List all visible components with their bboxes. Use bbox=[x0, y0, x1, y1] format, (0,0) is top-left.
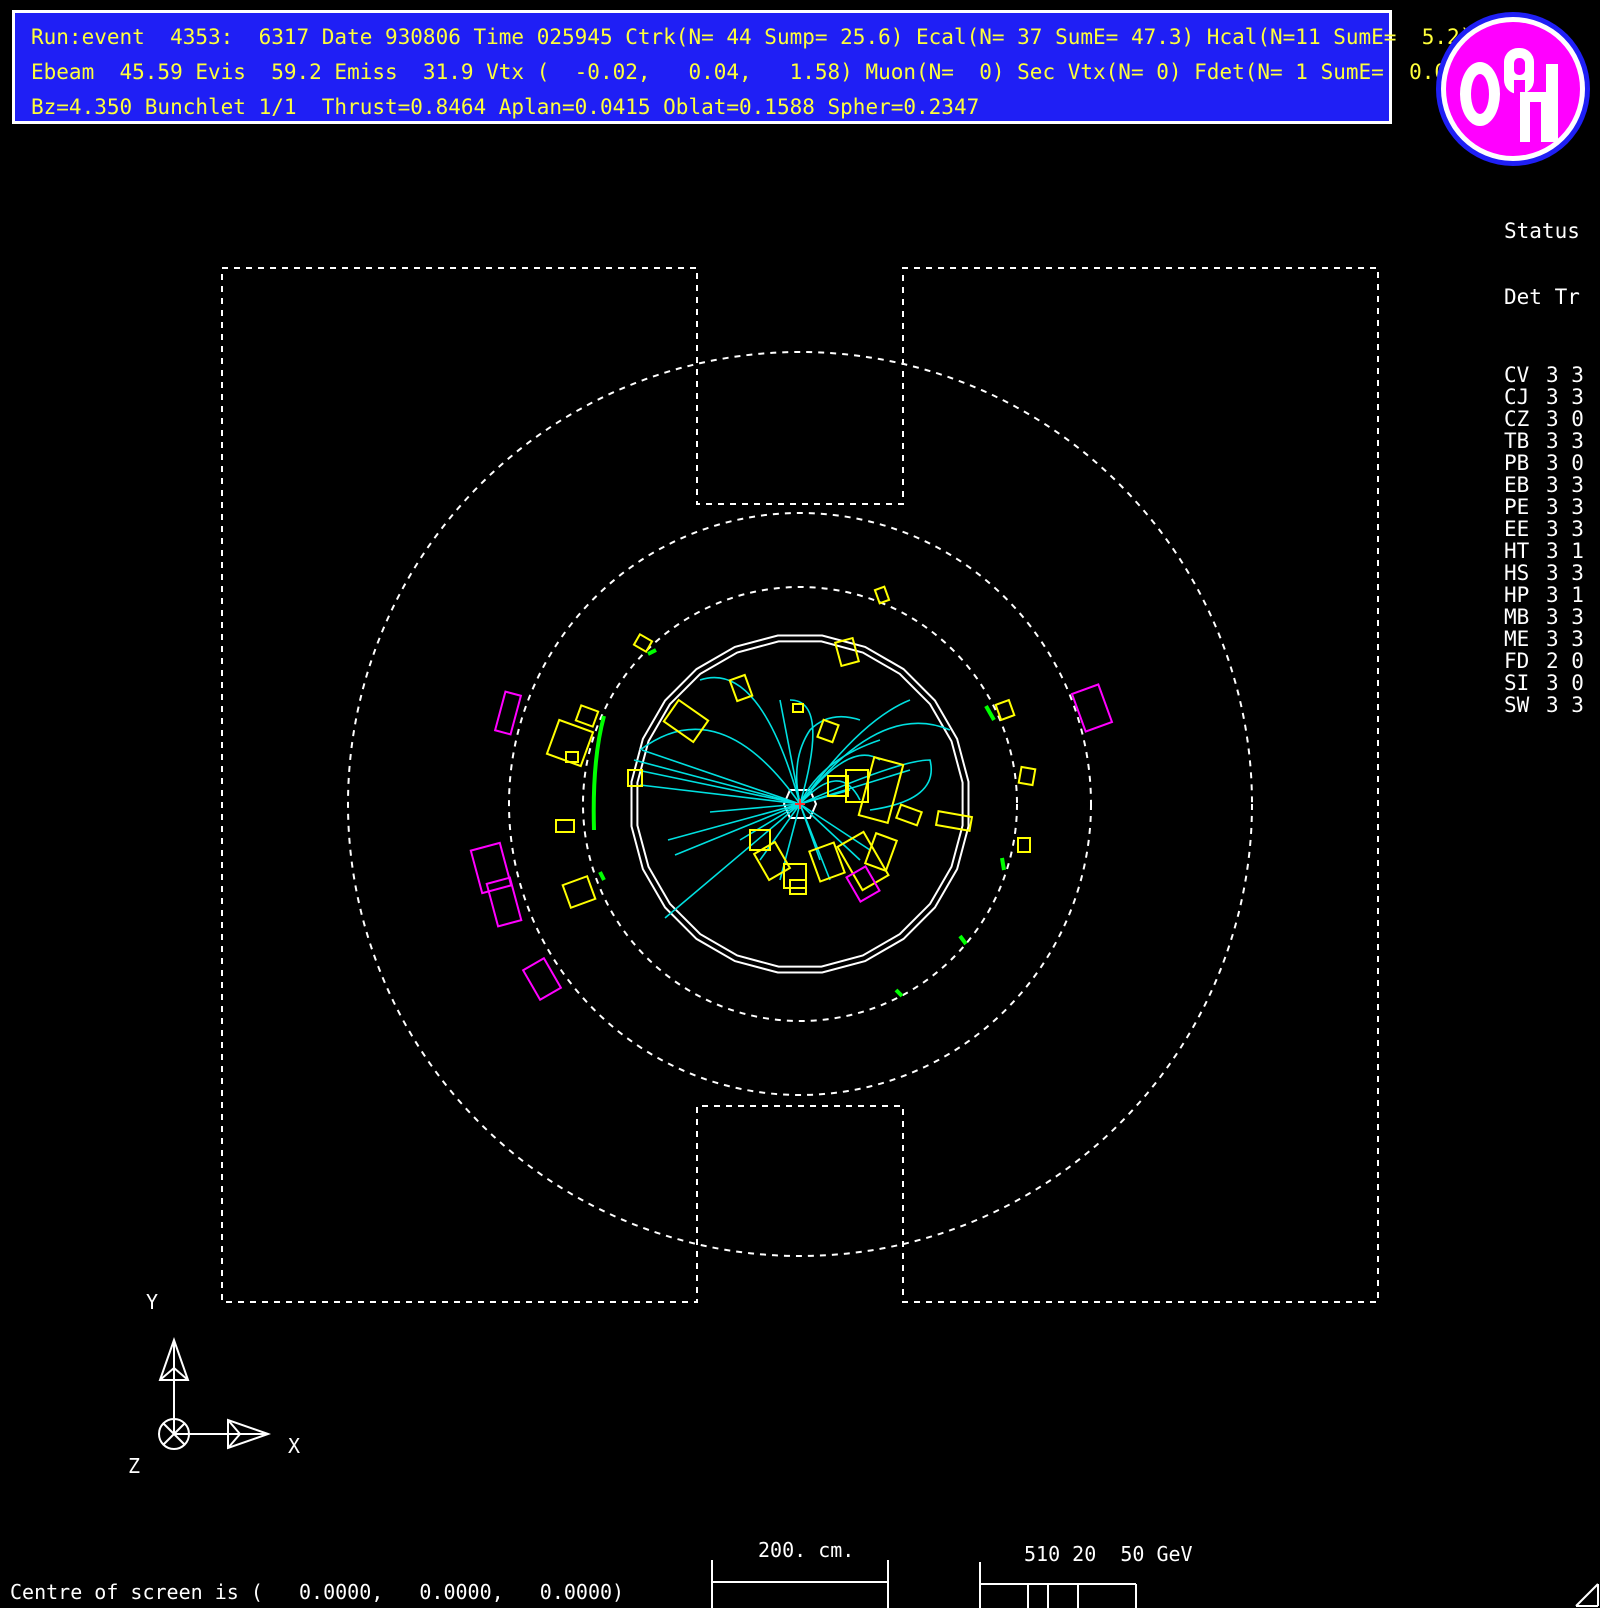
status-row: MB bbox=[1504, 605, 1530, 629]
x-axis-label: X bbox=[288, 1434, 301, 1458]
event-info-header: Run:event 4353: 6317 Date 930806 Time 02… bbox=[12, 10, 1472, 124]
status-row: CZ bbox=[1504, 407, 1530, 431]
status-row: HS bbox=[1504, 561, 1530, 585]
vertex-marker bbox=[795, 799, 805, 809]
detector-status-panel: Status Det Tr CV 3 3 CJ 3 3 CZ 3 0 TB 3 3 PB 3 0 E… bbox=[1504, 176, 1600, 738]
status-row: SW bbox=[1504, 693, 1530, 717]
status-row-values: 3 3 bbox=[1546, 473, 1584, 497]
header-line-run: Run:event 4353: 6317 Date 930806 Time 02… bbox=[31, 25, 1473, 49]
magnet-yoke-outline bbox=[221, 267, 1379, 1303]
centre-of-screen-readout: Centre of screen is ( 0.0000, 0.0000, 0.… bbox=[10, 1580, 625, 1604]
z-axis-label: Z bbox=[128, 1454, 141, 1478]
status-row-values: 3 1 bbox=[1546, 539, 1584, 563]
status-row-values: 3 0 bbox=[1546, 451, 1584, 475]
tof-hits bbox=[591, 648, 1006, 998]
hcal-clusters bbox=[469, 683, 1114, 1002]
status-row-values: 3 0 bbox=[1546, 671, 1584, 695]
status-row: EE bbox=[1504, 517, 1530, 541]
energy-scale-label: 510 20 50 GeV bbox=[1024, 1542, 1193, 1566]
status-column-header: Det Tr bbox=[1504, 285, 1580, 309]
status-title: Status bbox=[1504, 219, 1580, 243]
status-row: PB bbox=[1504, 451, 1530, 475]
opal-logo bbox=[1436, 12, 1590, 166]
status-row: TB bbox=[1504, 429, 1530, 453]
status-row: EB bbox=[1504, 473, 1530, 497]
status-row: FD bbox=[1504, 649, 1530, 673]
detector-rings bbox=[347, 351, 1253, 1257]
energy-scale-bar bbox=[979, 1562, 1137, 1608]
status-row-values: 3 3 bbox=[1546, 693, 1584, 717]
status-row: CJ bbox=[1504, 385, 1530, 409]
ecal-clusters bbox=[545, 585, 1037, 910]
length-scale-bar bbox=[711, 1560, 889, 1608]
status-row: HP bbox=[1504, 583, 1530, 607]
status-row: CV bbox=[1504, 363, 1530, 387]
status-row-values: 3 3 bbox=[1546, 363, 1584, 387]
y-axis-label: Y bbox=[146, 1290, 159, 1314]
status-row: PE bbox=[1504, 495, 1530, 519]
status-rows: CV 3 3 CJ 3 3 CZ 3 0 TB 3 3 PB 3 0 EB 3 3 PE 3 3 EE 3 3… bbox=[1504, 364, 1600, 716]
status-row-values: 3 3 bbox=[1546, 605, 1584, 629]
axes-indicator bbox=[158, 1336, 272, 1450]
length-scale-label: 200. cm. bbox=[758, 1538, 855, 1562]
resize-corner[interactable] bbox=[1575, 1583, 1599, 1607]
status-row-values: 3 3 bbox=[1546, 561, 1584, 585]
header-line-shape: Bz=4.350 Bunchlet 1/1 Thrust=0.8464 Apla… bbox=[31, 95, 980, 119]
status-row-values: 3 1 bbox=[1546, 583, 1584, 607]
status-row-values: 3 3 bbox=[1546, 517, 1584, 541]
header-line-energy: Ebeam 45.59 Evis 59.2 Emiss 31.9 Vtx ( -… bbox=[31, 60, 1460, 84]
status-row: HT bbox=[1504, 539, 1530, 563]
status-row: SI bbox=[1504, 671, 1530, 695]
charged-tracks bbox=[633, 676, 951, 919]
status-row-values: 3 0 bbox=[1546, 407, 1584, 431]
status-row-values: 3 3 bbox=[1546, 385, 1584, 409]
status-row: ME bbox=[1504, 627, 1530, 651]
status-row-values: 3 3 bbox=[1546, 627, 1584, 651]
status-row-values: 3 3 bbox=[1546, 495, 1584, 519]
status-row-values: 2 0 bbox=[1546, 649, 1584, 673]
status-row-values: 3 3 bbox=[1546, 429, 1584, 453]
